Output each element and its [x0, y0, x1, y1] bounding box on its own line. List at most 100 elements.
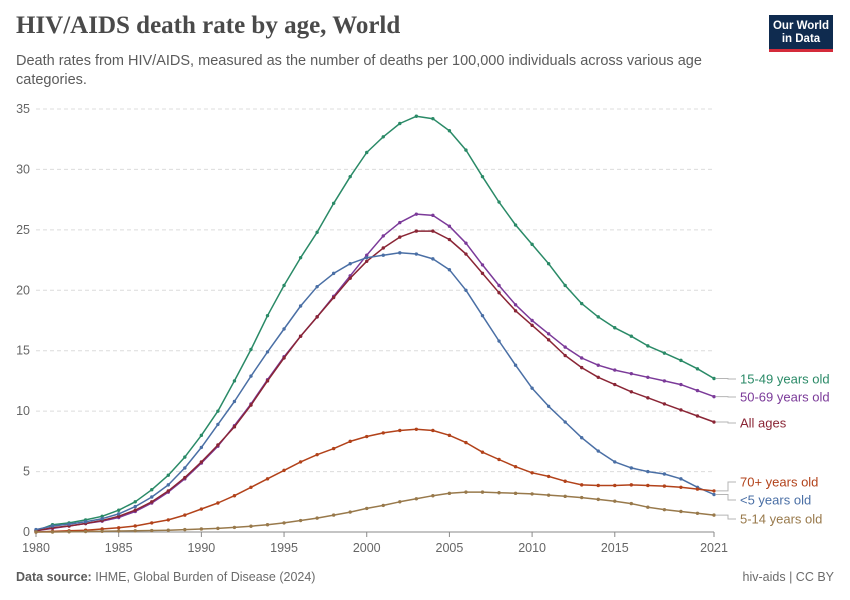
data-point[interactable] [513, 363, 518, 367]
data-point[interactable] [530, 386, 534, 390]
data-point[interactable] [150, 495, 154, 499]
owid-logo[interactable]: Our World in Data [769, 15, 833, 52]
data-point[interactable] [513, 303, 518, 307]
data-point[interactable] [447, 268, 452, 272]
data-point[interactable] [199, 507, 204, 511]
series-labels[interactable]: 15-49 years old 50-69 years old All ages <5… [716, 372, 830, 527]
data-point[interactable] [464, 241, 468, 245]
data-point[interactable] [216, 443, 220, 447]
data-point[interactable] [712, 513, 716, 517]
data-point[interactable] [166, 483, 170, 487]
data-point[interactable] [563, 283, 567, 288]
data-point[interactable] [464, 252, 468, 256]
data-point[interactable] [265, 523, 270, 527]
data-point[interactable] [629, 501, 634, 506]
data-point[interactable] [365, 255, 369, 260]
data-point[interactable] [381, 253, 385, 257]
data-point[interactable] [315, 452, 319, 457]
data-point[interactable] [480, 271, 485, 276]
data-point[interactable] [464, 288, 468, 292]
data-point[interactable] [431, 116, 435, 121]
data-point[interactable] [662, 472, 667, 476]
data-point[interactable] [695, 414, 700, 418]
data-point[interactable] [265, 350, 270, 354]
data-point[interactable] [447, 433, 452, 438]
data-point[interactable] [315, 315, 319, 319]
series-all-ages[interactable] [34, 229, 716, 533]
data-point[interactable] [662, 402, 667, 406]
data-point[interactable] [431, 213, 435, 218]
data-point[interactable] [480, 490, 485, 494]
data-point[interactable] [695, 487, 700, 491]
data-point[interactable] [513, 309, 518, 313]
data-point[interactable] [546, 474, 551, 479]
data-point[interactable] [679, 477, 683, 481]
series-label[interactable]: 5-14 years old [740, 512, 822, 527]
data-point[interactable] [530, 471, 534, 475]
data-point[interactable] [315, 230, 319, 234]
data-point[interactable] [563, 479, 567, 483]
data-point[interactable] [282, 521, 286, 525]
data-point[interactable] [150, 488, 154, 492]
data-point[interactable] [431, 229, 435, 233]
data-point[interactable] [381, 234, 385, 238]
data-point[interactable] [133, 500, 137, 504]
data-point[interactable] [398, 251, 402, 255]
data-point[interactable] [348, 439, 352, 444]
data-point[interactable] [116, 529, 121, 533]
data-point[interactable] [629, 390, 634, 394]
data-point[interactable] [497, 491, 501, 495]
data-point[interactable] [662, 507, 667, 512]
data-point[interactable] [629, 483, 634, 487]
series-5-14-years-old[interactable] [34, 490, 716, 534]
data-point[interactable] [480, 450, 485, 454]
data-point[interactable] [116, 508, 121, 512]
data-point[interactable] [447, 491, 452, 496]
data-point[interactable] [298, 518, 303, 523]
data-point[interactable] [646, 396, 650, 400]
data-point[interactable] [265, 477, 270, 481]
data-point[interactable] [133, 529, 137, 533]
data-point[interactable] [546, 338, 551, 342]
data-point[interactable] [315, 516, 319, 520]
data-point[interactable] [249, 374, 253, 378]
data-point[interactable] [116, 514, 121, 518]
data-point[interactable] [183, 466, 187, 470]
data-point[interactable] [381, 431, 385, 435]
data-point[interactable] [646, 483, 650, 488]
data-point[interactable] [464, 490, 468, 494]
data-point[interactable] [646, 344, 650, 348]
data-point[interactable] [249, 347, 253, 352]
data-point[interactable] [563, 494, 567, 499]
data-point[interactable] [629, 334, 634, 338]
data-point[interactable] [67, 522, 71, 526]
data-point[interactable] [34, 527, 38, 532]
data-point[interactable] [497, 291, 501, 295]
data-point[interactable] [596, 315, 600, 319]
data-point[interactable] [398, 235, 402, 239]
data-point[interactable] [679, 382, 683, 387]
data-point[interactable] [596, 497, 600, 502]
data-point[interactable] [348, 510, 352, 514]
data-point[interactable] [166, 518, 170, 522]
data-point[interactable] [695, 388, 700, 393]
data-point[interactable] [315, 284, 319, 289]
data-point[interactable] [398, 428, 402, 433]
data-point[interactable] [646, 505, 650, 509]
data-point[interactable] [613, 460, 617, 464]
data-point[interactable] [331, 201, 336, 205]
data-point[interactable] [431, 257, 435, 261]
data-point[interactable] [232, 379, 237, 383]
data-point[interactable] [497, 457, 501, 462]
series-line[interactable] [35, 252, 715, 531]
data-point[interactable] [249, 524, 253, 528]
data-source-text[interactable]: IHME, Global Burden of Disease (2024) [95, 570, 316, 584]
data-point[interactable] [464, 440, 468, 445]
data-point[interactable] [596, 449, 600, 453]
data-point[interactable] [679, 509, 683, 514]
data-point[interactable] [563, 345, 567, 349]
data-point[interactable] [282, 356, 286, 360]
data-point[interactable] [216, 501, 220, 505]
series-line[interactable] [36, 491, 715, 533]
data-point[interactable] [100, 529, 104, 533]
